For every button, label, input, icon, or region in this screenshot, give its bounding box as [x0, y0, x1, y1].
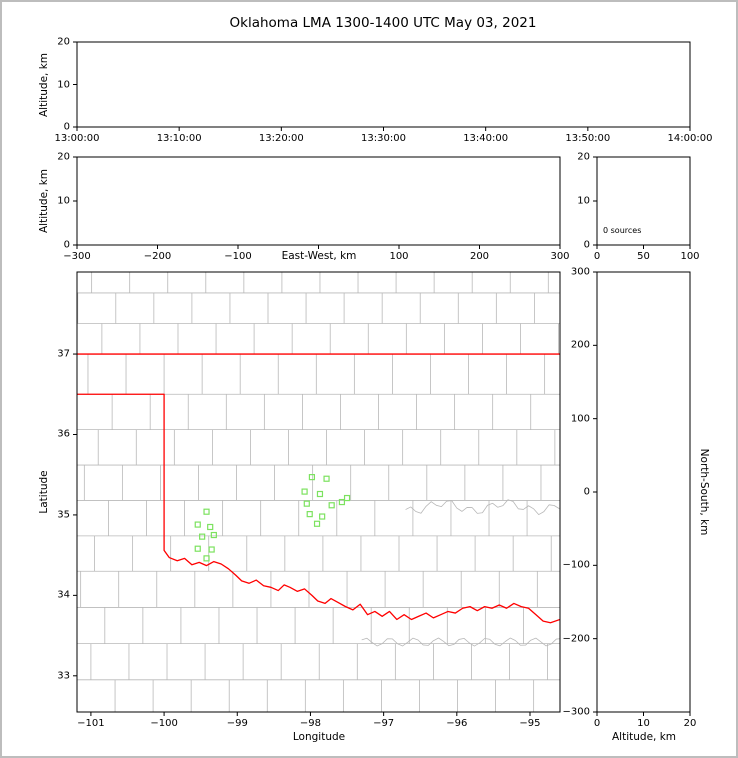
station-marker [303, 500, 310, 507]
hist-alt-tick: 0 [583, 239, 590, 251]
station-marker [210, 531, 217, 539]
figure-title: Oklahoma LMA 1300-1400 UTC May 03, 2021 [229, 15, 537, 31]
ns-tick: 200 [570, 339, 590, 351]
lon-tick: −100 [150, 718, 178, 729]
county-boundaries [77, 272, 560, 712]
ns-tick: −300 [562, 706, 590, 718]
station-marker [199, 533, 206, 540]
ns-tick: 100 [570, 413, 590, 425]
p2-alt-tick: 0 [63, 239, 70, 251]
p1-alt-tick: 0 [63, 121, 70, 133]
station-marker [208, 546, 215, 553]
ns-tick: 0 [583, 486, 590, 498]
ew-height-ylabel: Altitude, km [38, 168, 50, 234]
p2-alt-tick: 20 [57, 151, 70, 163]
lat-tick: 37 [57, 348, 70, 360]
p1-alt-tick: 10 [57, 79, 70, 90]
p4-alt-tick: 0 [593, 718, 601, 729]
p2-alt-tick: 10 [57, 195, 70, 207]
lon-tick: −99 [226, 718, 248, 729]
time-height-ylabel: Altitude, km [38, 52, 50, 118]
map-ylabel: Latitude [38, 470, 50, 514]
station-marker [194, 545, 201, 552]
station-marker [308, 474, 316, 481]
time-tick: 13:10:00 [156, 133, 202, 144]
hist-count-tick: 50 [637, 251, 650, 262]
p4-alt-tick: 10 [637, 718, 650, 729]
lma-station-markers [194, 474, 351, 562]
p1-alt-tick: 20 [57, 36, 70, 48]
lat-tick: 36 [57, 428, 70, 440]
map-xlabel: Longitude [292, 731, 346, 743]
lon-tick: −101 [77, 718, 105, 729]
ns-height-xlabel: Altitude, km [611, 731, 677, 743]
time-tick: 13:30:00 [361, 133, 406, 144]
ew-tick: 100 [389, 251, 409, 262]
lon-tick: −98 [299, 718, 321, 729]
sources-count-annotation: 0 sources [603, 226, 642, 235]
hist-alt-tick: 10 [577, 195, 590, 207]
ns-tick: 300 [570, 266, 590, 278]
station-marker [316, 490, 324, 498]
map-layers [77, 272, 560, 712]
lat-tick: 33 [57, 670, 70, 682]
time-tick: 13:00:00 [54, 133, 100, 144]
hist-count-tick: 0 [593, 251, 601, 262]
lon-tick: −95 [519, 718, 541, 729]
station-marker [323, 475, 330, 482]
time-tick: 13:20:00 [258, 133, 304, 144]
ew-height-xlabel: East-West, km [281, 250, 357, 262]
state-borders [77, 353, 560, 624]
hist-alt-tick: 20 [577, 151, 590, 163]
station-marker [203, 555, 210, 562]
ns-tick: −100 [562, 559, 590, 571]
station-marker [343, 494, 351, 502]
p4-alt-tick: 20 [683, 718, 697, 729]
tick-marks [73, 41, 691, 716]
ns-tick: −200 [562, 633, 590, 645]
station-marker [203, 508, 210, 515]
lon-tick: −96 [446, 718, 468, 729]
station-marker [338, 498, 346, 506]
station-marker [306, 511, 313, 518]
lon-tick: −97 [373, 718, 395, 729]
ew-tick: −300 [63, 251, 91, 262]
time-tick: 14:00:00 [667, 133, 713, 144]
ns-height-ylabel: North-South, km [698, 448, 710, 536]
station-marker [319, 513, 326, 520]
lat-tick: 35 [57, 509, 70, 521]
ew-tick: −200 [143, 251, 172, 262]
ew-tick: 200 [469, 251, 490, 262]
time-tick: 13:50:00 [565, 133, 611, 144]
station-marker [301, 488, 308, 495]
lat-tick: 34 [57, 589, 70, 601]
station-marker [194, 521, 201, 528]
station-marker [328, 502, 335, 509]
time-tick: 13:40:00 [463, 133, 509, 144]
station-marker [313, 520, 321, 527]
ew-tick: −100 [224, 251, 252, 262]
station-marker [207, 523, 214, 531]
ew-tick: 300 [550, 251, 570, 262]
hist-count-tick: 100 [680, 251, 700, 262]
